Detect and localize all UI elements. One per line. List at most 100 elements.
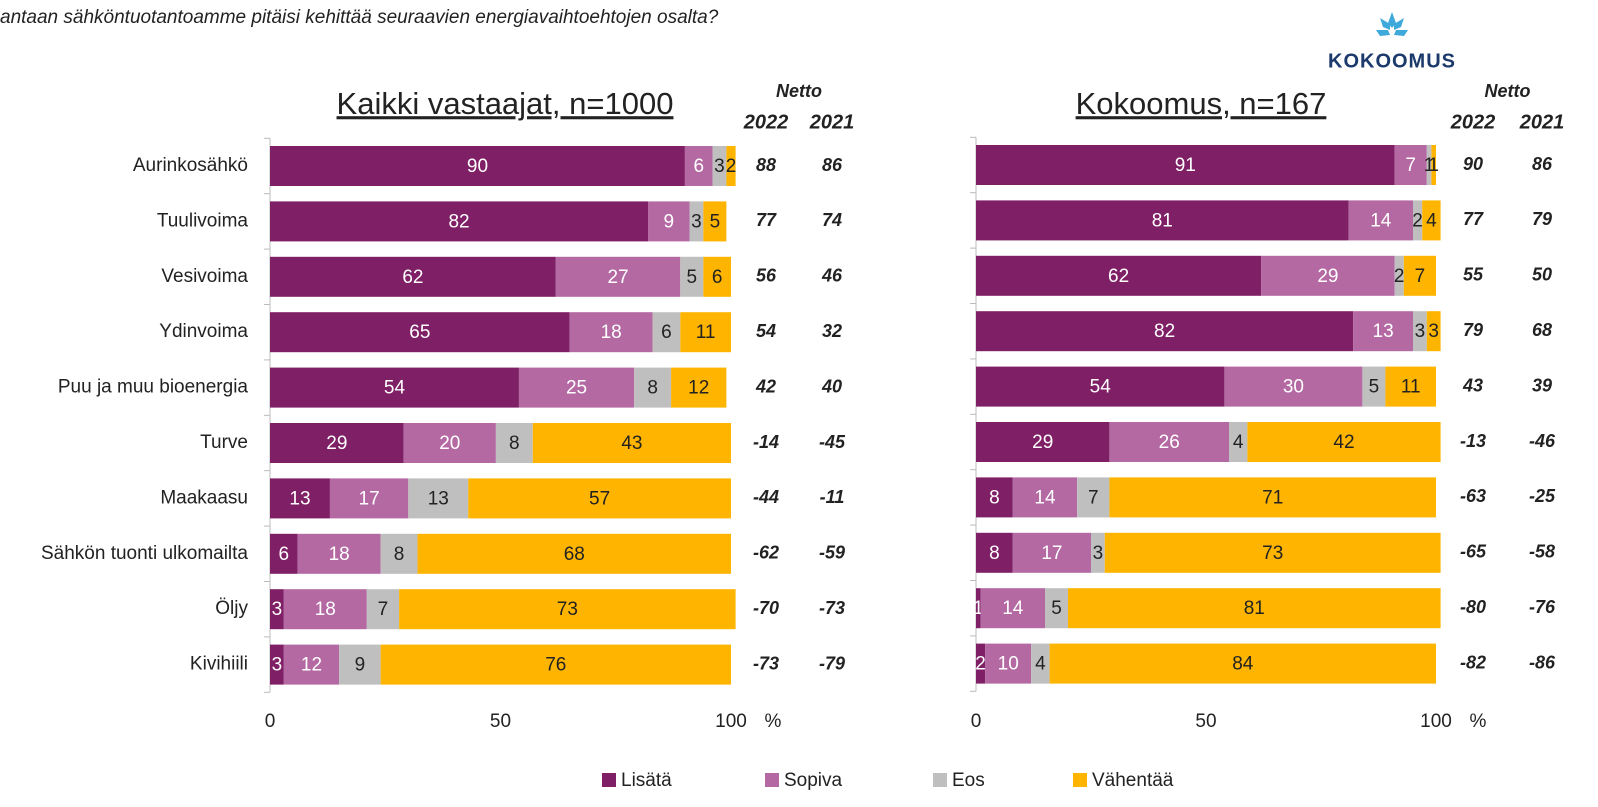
net-header: Netto [776, 81, 822, 101]
bar-segment [1426, 145, 1432, 185]
bar-segment [976, 477, 1013, 518]
bar-segment [283, 589, 367, 630]
data-label: 13 [428, 488, 449, 509]
bar-segment [985, 643, 1032, 684]
net-year: 2021 [1519, 111, 1565, 133]
bar-segment [1049, 643, 1436, 684]
x-tick-label: 0 [971, 711, 982, 732]
net-value: 86 [822, 155, 843, 175]
bar-segment [980, 588, 1045, 629]
net-value: 77 [756, 210, 777, 230]
category-label: Maakaasu [160, 487, 248, 508]
data-label: 12 [301, 655, 322, 676]
data-label: 10 [998, 654, 1019, 675]
bar-segment [1012, 477, 1078, 518]
legend-swatch [602, 773, 616, 787]
bar-segment [976, 200, 1349, 241]
category-label: Sähkön tuonti ulkomailta [41, 543, 248, 564]
net-value: 74 [822, 210, 842, 230]
net-value: 54 [756, 321, 776, 341]
data-label: 7 [1415, 266, 1426, 287]
data-label: 2 [975, 654, 986, 675]
bar-segment [1031, 643, 1050, 684]
net-value: -45 [819, 432, 846, 452]
data-label: 73 [1262, 543, 1283, 564]
bar-segment [1422, 200, 1441, 241]
data-label: 54 [1090, 377, 1112, 398]
data-label: 17 [359, 488, 380, 509]
question: antaan sähköntuotantoamme pitäisi kehitt… [0, 7, 719, 28]
data-label: 3 [714, 156, 725, 177]
legend-swatch [933, 773, 947, 787]
net-year: 2021 [809, 111, 855, 133]
net-value: -65 [1460, 542, 1487, 562]
data-label: 30 [1283, 377, 1304, 398]
data-label: 3 [691, 211, 702, 232]
net-header: Netto [1485, 81, 1531, 101]
bar-segment [1413, 311, 1427, 352]
data-label: 8 [394, 544, 405, 565]
data-label: 62 [1108, 266, 1129, 287]
bar-segment [339, 644, 381, 685]
data-label: 4 [1426, 210, 1437, 231]
bar-segment [380, 533, 418, 574]
net-value: -82 [1460, 652, 1486, 672]
data-label: 8 [989, 543, 1000, 564]
data-label: 65 [409, 322, 430, 343]
data-label: 8 [509, 433, 520, 454]
data-label: 29 [1032, 432, 1053, 453]
bar-segment [703, 256, 731, 297]
bar-segment [270, 201, 649, 242]
unit-label: % [765, 711, 782, 732]
x-tick-label: 0 [265, 711, 276, 732]
bar-segment [976, 311, 1354, 352]
bar-segment [1353, 311, 1413, 352]
data-label: 6 [279, 544, 290, 565]
category-label: Öljy [215, 598, 248, 619]
data-label: 76 [545, 655, 566, 676]
data-label: 17 [1041, 543, 1062, 564]
net-value: -73 [753, 653, 779, 673]
net-value: -25 [1529, 486, 1556, 506]
x-tick-label: 50 [1195, 711, 1216, 732]
net-value: 88 [756, 155, 776, 175]
bar-segment [648, 201, 690, 242]
bar-segment [1109, 422, 1229, 462]
legend-swatch [1073, 773, 1087, 787]
bar-segment [270, 312, 570, 353]
bar-segment [726, 146, 736, 186]
data-label: 27 [607, 267, 628, 288]
data-label: 3 [272, 655, 283, 676]
bar-segment [270, 256, 556, 297]
bar-segment [270, 478, 330, 519]
bar-segment [270, 589, 284, 630]
data-label: 7 [1405, 155, 1416, 176]
data-label: 57 [589, 488, 610, 509]
net-value: -76 [1529, 597, 1556, 617]
bar-segment [380, 644, 731, 685]
category-label: Tuulivoima [157, 210, 249, 231]
data-label: 8 [989, 487, 1000, 508]
bar-segment [1362, 366, 1386, 407]
bar-segment [680, 256, 704, 297]
data-label: 81 [1244, 598, 1265, 619]
data-label: 6 [712, 267, 723, 288]
bar-segment [1045, 588, 1068, 629]
data-label: 2 [1412, 210, 1423, 231]
bar-segment [1431, 145, 1436, 185]
bar-segment [1068, 588, 1441, 629]
data-label: 42 [1333, 432, 1354, 453]
bar-segment [1229, 422, 1248, 462]
net-value: 43 [1462, 375, 1483, 395]
net-value: -13 [1460, 431, 1486, 451]
chart-title: Kaikki vastaajat, n=1000 [337, 86, 674, 121]
legend-label: Eos [952, 770, 985, 791]
bar-segment [417, 533, 731, 574]
bar-segment [671, 367, 727, 408]
category-label: Vesivoima [161, 266, 248, 287]
bar-segment [270, 423, 404, 463]
bar-segment [684, 146, 713, 186]
data-label: 1 [1428, 155, 1439, 176]
logo: KOKOOMUS [1328, 12, 1455, 72]
